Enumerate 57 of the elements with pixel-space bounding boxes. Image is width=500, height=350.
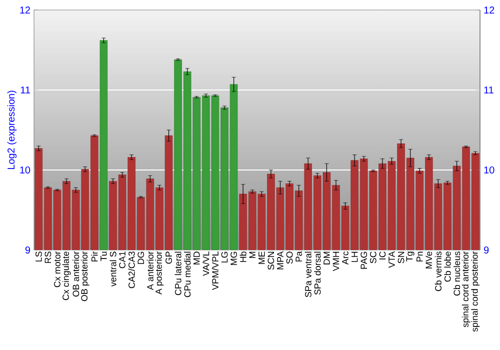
x-tick-label: PAG [360, 252, 368, 269]
x-tick-label: SPa ventral [304, 252, 312, 298]
y2-tick-label: 10 [484, 166, 494, 174]
x-tick-label: CA1 [119, 252, 126, 268]
y-tick-label: 9 [25, 246, 30, 254]
x-tick-label: Pir [91, 251, 98, 262]
x-tick-label: VTA [388, 251, 395, 268]
x-tick-label: DG [138, 252, 144, 264]
x-tick-label: MD [194, 252, 200, 264]
x-tick-label: spinal cord anterior [462, 251, 470, 328]
x-tick-label: GP [166, 252, 172, 264]
x-tick-label: VPM/VPL [212, 251, 218, 290]
x-tick-label: Cb vermis [434, 252, 442, 292]
x-tick-label: Tg [406, 252, 414, 262]
x-tick-label: A posterior [155, 251, 164, 295]
y-tick-label: 11 [20, 86, 30, 94]
x-tick-label: LG [221, 252, 228, 262]
y2-tick-label: 9 [484, 246, 489, 254]
x-tick-label: M [249, 252, 256, 258]
x-tick-label: MVe [426, 252, 432, 268]
x-tick-label: Cx motor [54, 251, 60, 288]
x-tick-label: CA2/CA3 [128, 252, 135, 288]
x-tick-label: SO [286, 252, 293, 264]
x-tick-label: Cb nucleus [453, 252, 460, 296]
x-tick-label: SPa dorsal [314, 252, 321, 295]
x-tick-label: LS [35, 252, 42, 262]
x-tick-label: VMH [332, 252, 340, 272]
y2-tick-label: 12 [484, 6, 494, 14]
x-tick-label: OB posterior [80, 251, 90, 302]
x-tick-label: SC [370, 252, 376, 264]
x-tick-label: MPA [277, 251, 284, 270]
y2-tick-label: 11 [484, 86, 494, 94]
x-tick-label: spinal cord posterior [471, 251, 480, 332]
y-axis-title: Log2 (expression) [7, 90, 17, 170]
x-tick-label: CPu medial [184, 252, 191, 298]
x-tick-label: SN [398, 252, 404, 264]
x-tick-label: ventral S [110, 252, 116, 287]
x-tick-label: CPu lateral [174, 252, 182, 296]
x-tick-label: DM [324, 252, 330, 264]
x-tick-label: SCN [268, 252, 274, 270]
y-tick-label: 12 [20, 6, 30, 14]
x-tick-label: Pa [296, 251, 302, 262]
x-tick-label: IC [379, 252, 386, 260]
x-tick-label: Pn [416, 252, 423, 262]
x-tick-label: Arc [342, 251, 348, 265]
x-tick-label: ME [258, 252, 265, 264]
y-tick-label: 10 [20, 166, 30, 174]
x-tick-label: Cb lobe [444, 252, 451, 282]
x-tick-label: RS [44, 252, 52, 263]
x-tick-label: VA/VL [202, 251, 210, 276]
x-tick-label: LH [351, 252, 358, 262]
x-tick-label: MG [230, 252, 237, 265]
x-tick-label: Hb [240, 252, 246, 262]
x-tick-label: OB anterior [72, 251, 80, 297]
x-tick-label: Tu [100, 252, 107, 262]
x-tick-label: Cx cingulate [62, 252, 71, 300]
x-tick-label: A anterior [146, 251, 154, 290]
